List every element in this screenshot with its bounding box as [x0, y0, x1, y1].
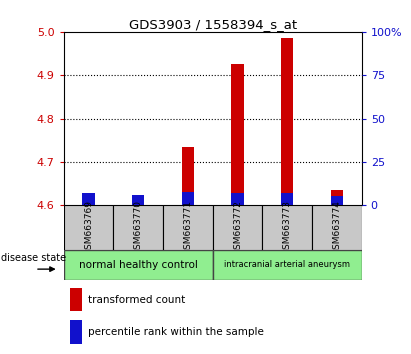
- Text: GSM663772: GSM663772: [233, 200, 242, 255]
- Bar: [132, 202, 144, 205]
- Bar: [312, 205, 362, 250]
- Bar: [163, 205, 213, 250]
- Bar: [231, 64, 244, 205]
- Bar: [281, 193, 293, 205]
- Bar: [231, 193, 244, 205]
- Text: percentile rank within the sample: percentile rank within the sample: [88, 327, 263, 337]
- Bar: [82, 199, 95, 205]
- Text: transformed count: transformed count: [88, 295, 185, 305]
- Bar: [113, 205, 163, 250]
- Bar: [330, 190, 343, 205]
- Bar: [330, 196, 343, 205]
- Text: GSM663770: GSM663770: [134, 200, 143, 255]
- Bar: [213, 205, 262, 250]
- Bar: [82, 193, 95, 205]
- Title: GDS3903 / 1558394_s_at: GDS3903 / 1558394_s_at: [129, 18, 297, 31]
- Bar: [64, 205, 113, 250]
- Bar: [182, 147, 194, 205]
- Text: GSM663773: GSM663773: [283, 200, 292, 255]
- Text: GSM663774: GSM663774: [332, 200, 342, 255]
- Bar: [281, 38, 293, 205]
- Bar: [69, 288, 81, 312]
- Text: GSM663771: GSM663771: [183, 200, 192, 255]
- Text: normal healthy control: normal healthy control: [79, 259, 198, 270]
- Text: GSM663769: GSM663769: [84, 200, 93, 255]
- Bar: [182, 192, 194, 205]
- Bar: [64, 250, 213, 280]
- Text: intracranial arterial aneurysm: intracranial arterial aneurysm: [224, 260, 350, 269]
- Bar: [69, 320, 81, 344]
- Text: disease state: disease state: [1, 253, 67, 263]
- Bar: [132, 195, 144, 205]
- Bar: [213, 250, 362, 280]
- Bar: [262, 205, 312, 250]
